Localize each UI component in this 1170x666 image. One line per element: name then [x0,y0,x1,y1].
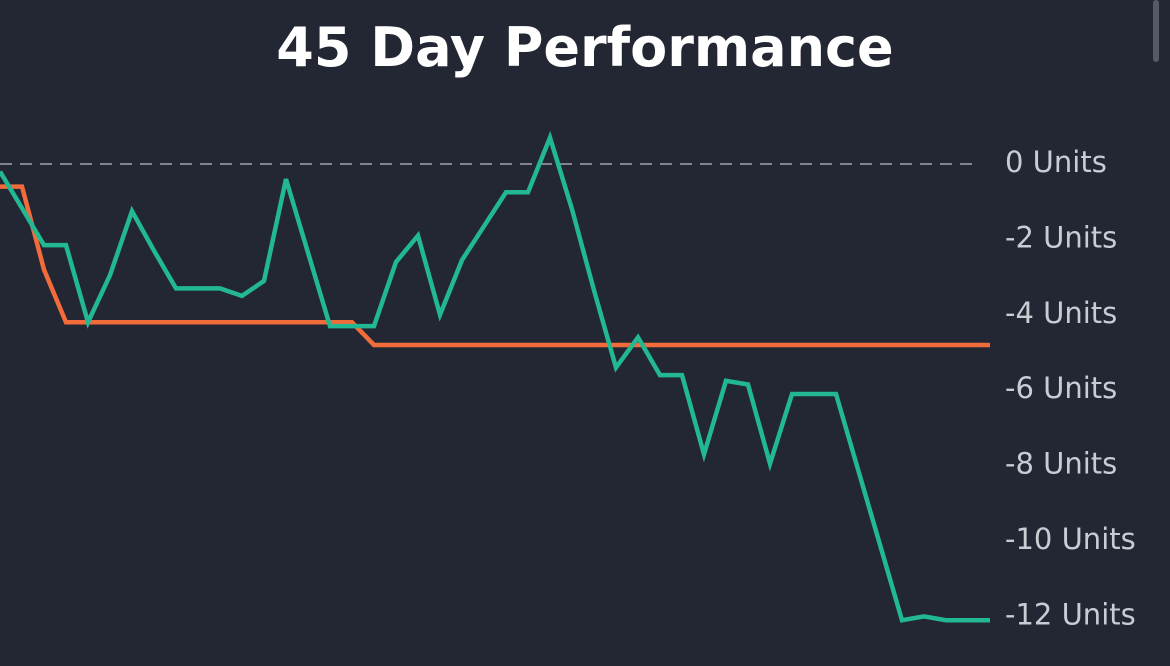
series-line [0,130,990,623]
scrollbar[interactable] [1153,0,1159,62]
y-tick-label: -4 Units [1005,296,1117,330]
series-line [0,184,990,348]
y-tick-label: 0 Units [1005,145,1107,179]
y-tick-label: -8 Units [1005,447,1117,481]
y-tick-label: -10 Units [1005,522,1136,556]
chart-title: 45 Day Performance [276,16,893,79]
y-tick-label: -6 Units [1005,371,1117,405]
y-tick-label: -12 Units [1005,597,1136,631]
y-tick-label: -2 Units [1005,220,1117,254]
